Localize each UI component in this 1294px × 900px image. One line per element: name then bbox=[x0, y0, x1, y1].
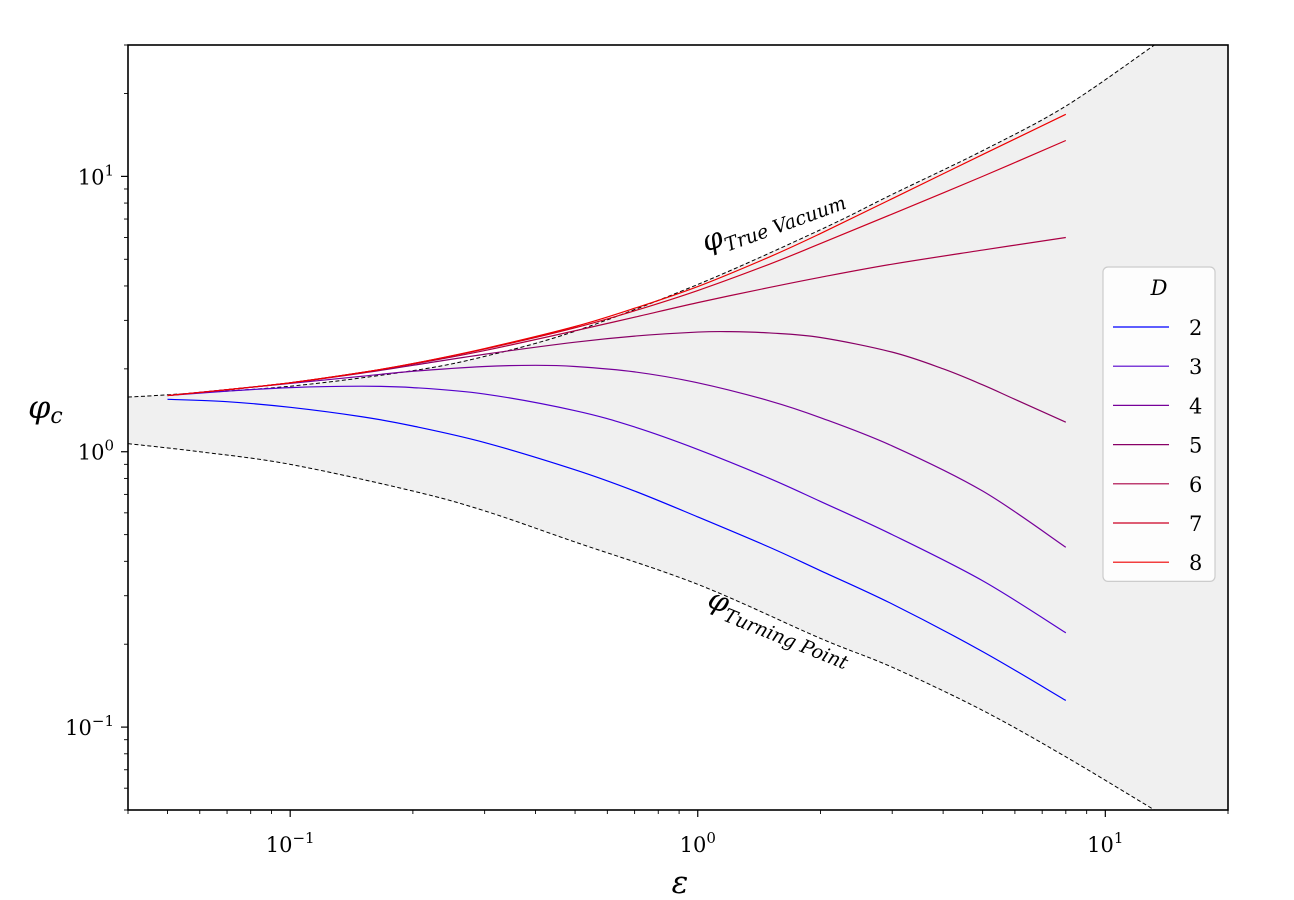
y-tick-label: 101 bbox=[78, 161, 114, 189]
legend-title: D bbox=[1150, 276, 1168, 300]
legend-label-D8: 8 bbox=[1189, 551, 1202, 575]
axes-frame bbox=[127, 44, 1229, 811]
legend-box bbox=[1102, 266, 1216, 582]
legend-label-D3: 3 bbox=[1189, 355, 1202, 379]
x-tick-label: 101 bbox=[1087, 829, 1123, 857]
shaded-region bbox=[128, 45, 1228, 810]
x-tick-label: 100 bbox=[680, 829, 716, 857]
boundary-line-turning-point bbox=[128, 443, 1155, 810]
legend-label-D5: 5 bbox=[1189, 434, 1202, 458]
series-line-D3 bbox=[167, 385, 1067, 634]
legend-label-D4: 4 bbox=[1189, 394, 1202, 418]
series-line-D8 bbox=[167, 113, 1067, 397]
y-tick-label: 100 bbox=[78, 437, 114, 465]
legend-label-D7: 7 bbox=[1189, 512, 1202, 536]
x-axis-label: ε bbox=[672, 865, 689, 900]
y-tick-label: 10−1 bbox=[65, 712, 114, 740]
legend: D2 3 4 5 6 7 8 bbox=[1102, 266, 1216, 582]
axes-layer: 10−1 100 101 10−1 100 101 ε φc bbox=[28, 44, 1229, 900]
y-axis-label: φc bbox=[28, 388, 63, 429]
x-tick-label: 10−1 bbox=[266, 829, 315, 857]
series-line-D4 bbox=[167, 364, 1067, 548]
boundary-line-true-vacuum bbox=[128, 45, 1155, 398]
series-line-D2 bbox=[167, 398, 1067, 701]
legend-label-D2: 2 bbox=[1189, 316, 1202, 340]
legend-label-D6: 6 bbox=[1189, 473, 1202, 497]
